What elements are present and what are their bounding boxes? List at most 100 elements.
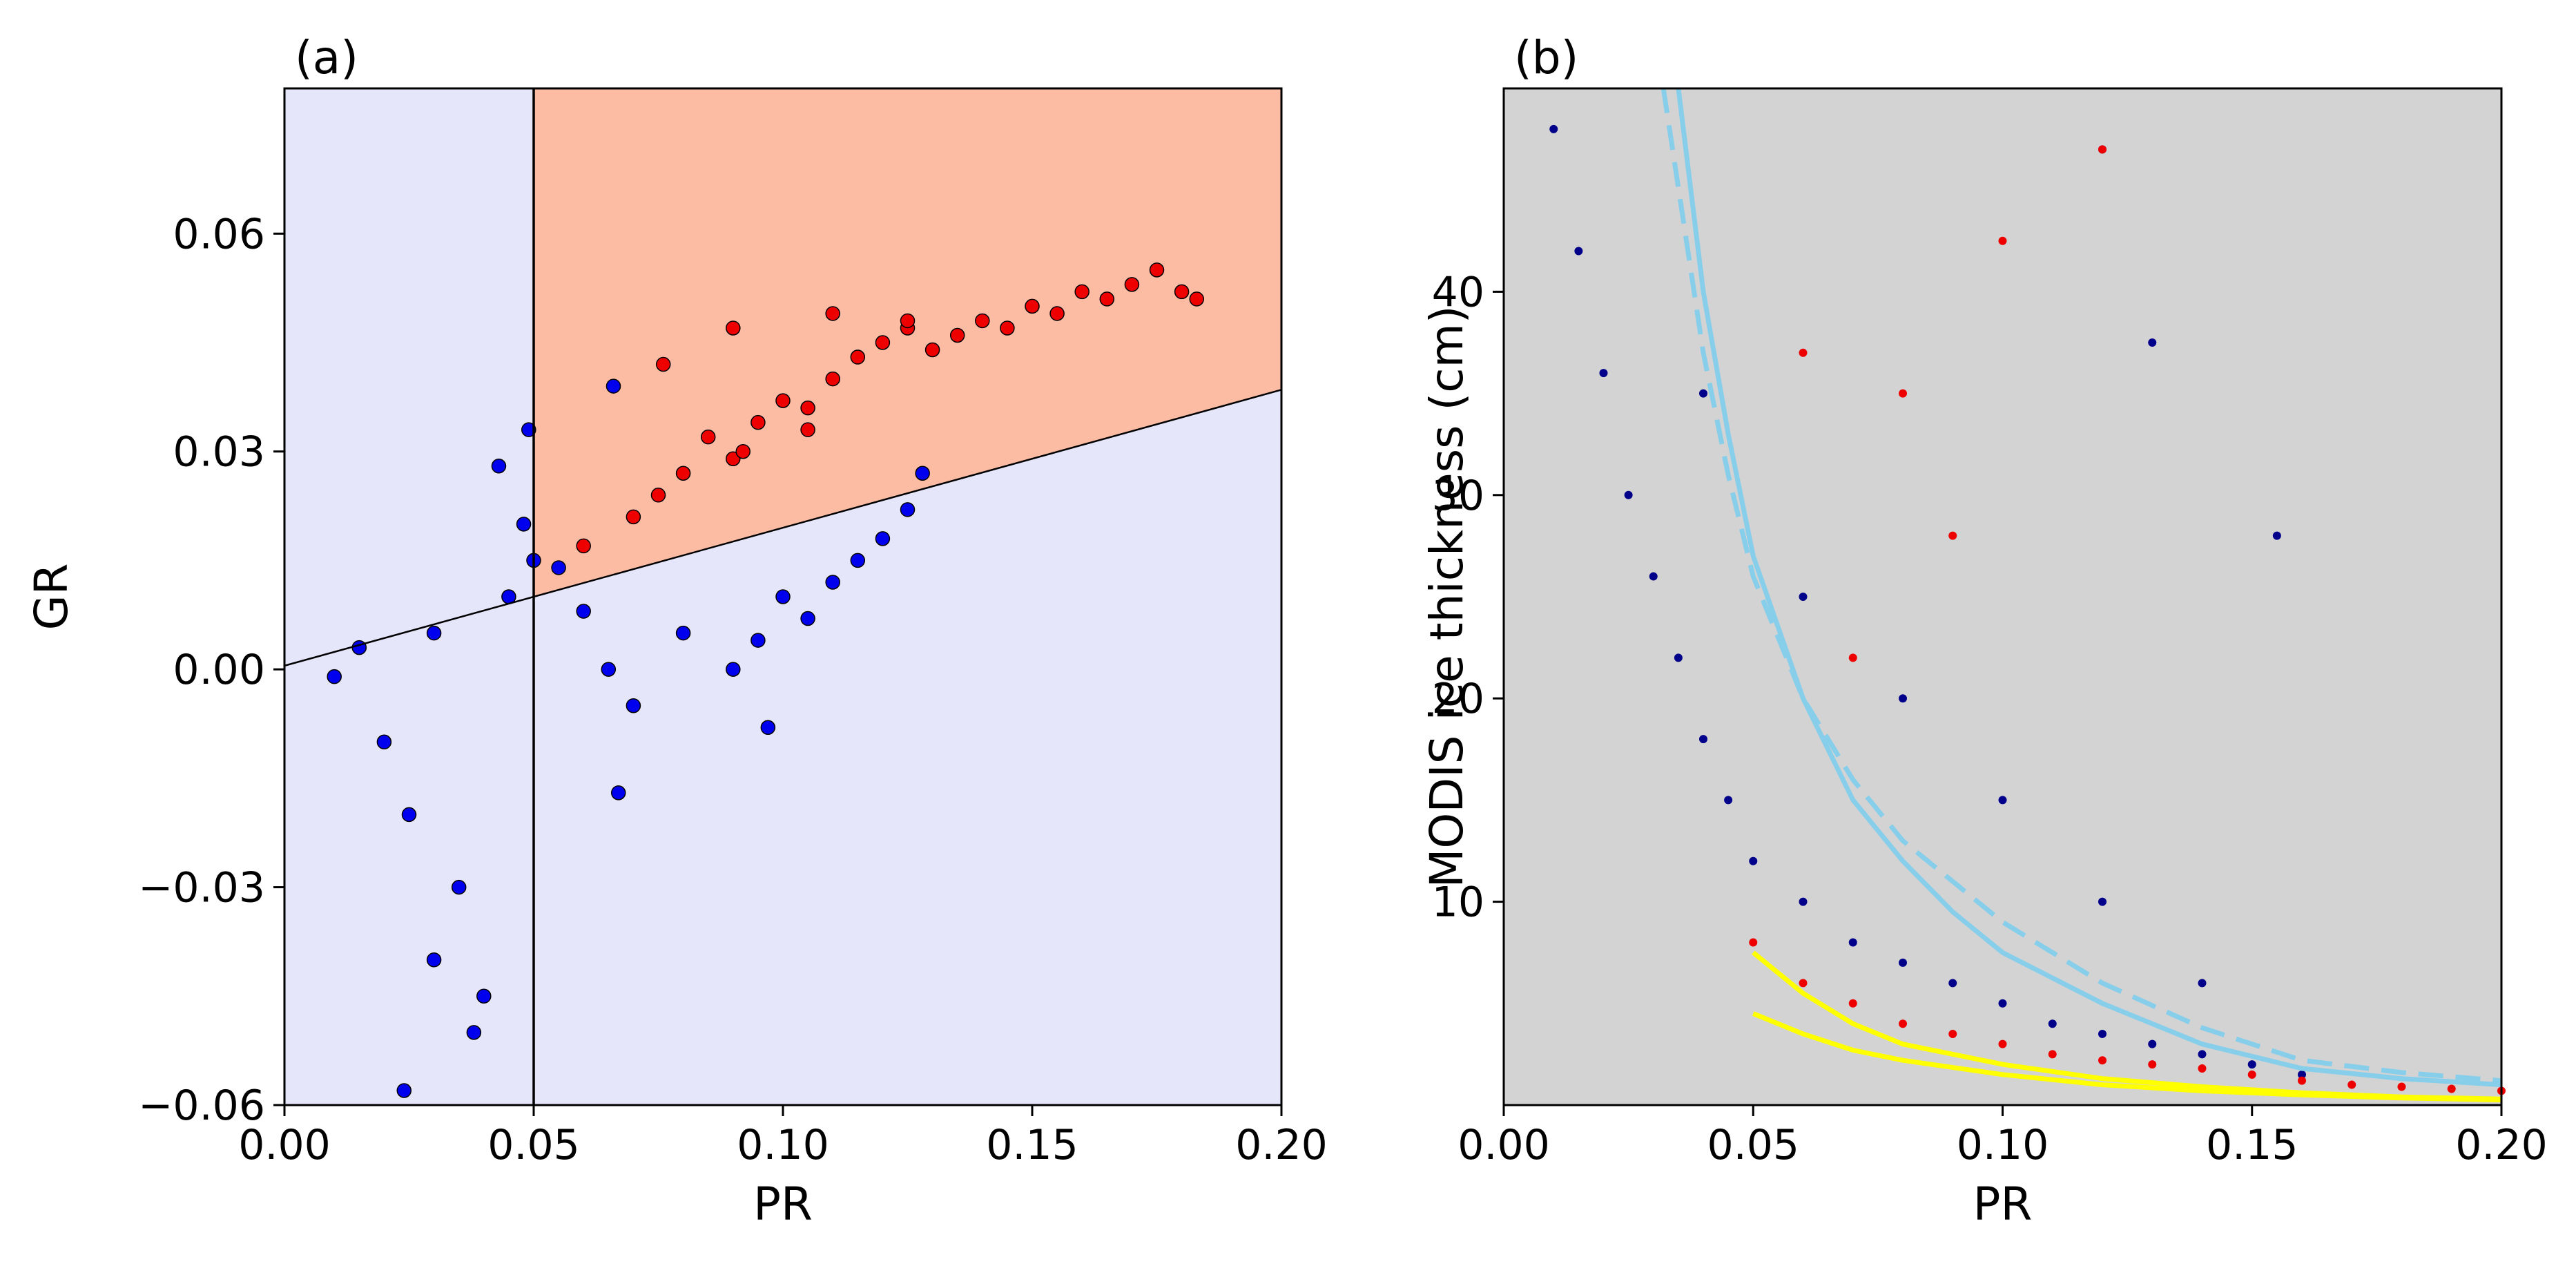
data-point <box>1749 856 1758 865</box>
data-point <box>1998 236 2007 245</box>
data-point <box>1124 277 1140 292</box>
data-point <box>516 517 532 532</box>
b-x-tick-label: 0.00 <box>1458 1121 1550 1169</box>
data-point <box>466 1025 482 1040</box>
data-point <box>2298 1070 2306 1079</box>
data-point <box>875 335 891 350</box>
b-y-tick-label: 10 <box>1432 879 1484 927</box>
data-point <box>1074 284 1090 300</box>
data-point <box>650 488 666 503</box>
data-point <box>1948 1029 1957 1038</box>
data-point <box>1948 531 1957 540</box>
data-point <box>750 414 766 430</box>
data-point <box>1899 958 1907 967</box>
b-x-tick-label: 0.10 <box>1957 1121 2049 1169</box>
data-point <box>1699 389 1707 398</box>
data-point <box>476 988 492 1004</box>
data-point <box>915 466 930 481</box>
data-point <box>1049 306 1065 321</box>
a-y-tick-label: 0.00 <box>173 646 265 694</box>
data-point <box>1599 369 1608 378</box>
data-point <box>426 625 442 641</box>
data-point <box>1699 735 1707 744</box>
data-point <box>1899 1019 1907 1028</box>
data-point <box>949 327 965 343</box>
data-point <box>1000 320 1015 336</box>
region-selected <box>534 88 1281 597</box>
a-x-tick-label: 0.15 <box>986 1121 1078 1169</box>
data-point <box>1998 999 2007 1008</box>
data-point <box>626 509 641 525</box>
data-point <box>726 320 741 336</box>
data-point <box>775 589 791 604</box>
data-point <box>2447 1084 2456 1093</box>
data-point <box>750 633 766 648</box>
data-point <box>351 640 367 655</box>
data-point <box>327 669 342 684</box>
data-point <box>2098 145 2107 154</box>
data-point <box>1724 796 1733 805</box>
b-y-tick-label: 20 <box>1432 675 1484 723</box>
data-point <box>2098 1056 2107 1065</box>
b-x-tick-label: 0.15 <box>2206 1121 2298 1169</box>
data-point <box>610 785 626 800</box>
data-point <box>1799 897 1808 906</box>
data-point <box>551 560 566 575</box>
data-point <box>1674 653 1683 662</box>
data-point <box>1099 291 1115 307</box>
data-point <box>2098 1029 2107 1038</box>
data-point <box>2148 1039 2157 1048</box>
panel-b-background <box>1504 88 2501 1105</box>
data-point <box>900 313 916 329</box>
data-point <box>825 371 840 387</box>
panel-a: 0.00 0.05 0.10 0.15 0.20 −0.06 −0.03 0.00 0.03 0… <box>25 31 1328 1231</box>
data-point <box>426 952 442 968</box>
data-point <box>900 502 916 517</box>
fit-curve <box>1660 88 2502 1084</box>
panel-a-label: (a) <box>295 31 358 84</box>
data-point <box>2048 1019 2057 1028</box>
data-point <box>2048 1050 2057 1059</box>
data-point <box>800 400 815 416</box>
panel-a-y-axis: −0.06 −0.03 0.00 0.03 0.06 <box>138 210 284 1130</box>
data-point <box>1549 124 1558 133</box>
a-y-tick-label: −0.03 <box>138 864 265 912</box>
data-point <box>1749 938 1758 947</box>
data-point <box>1649 572 1658 581</box>
panel-b-y-label: MODIS ice thickness (cm) <box>1420 305 1473 888</box>
data-point <box>601 662 617 677</box>
data-point <box>2098 897 2107 906</box>
data-point <box>1149 262 1165 278</box>
data-point <box>491 458 507 474</box>
data-point <box>1948 979 1957 988</box>
a-x-tick-label: 0.10 <box>737 1121 829 1169</box>
a-y-tick-label: 0.03 <box>173 428 265 477</box>
data-point <box>1799 979 1808 988</box>
data-point <box>626 698 641 713</box>
panel-b: 0.00 0.05 0.10 0.15 0.20 10 20 30 40 (b) PR MOD… <box>1420 31 2548 1231</box>
data-point <box>2247 1060 2256 1069</box>
data-point <box>1624 490 1633 499</box>
data-point <box>576 604 591 619</box>
data-point <box>655 356 671 372</box>
data-point <box>1899 389 1907 398</box>
data-point <box>576 538 591 554</box>
data-point <box>2347 1080 2356 1089</box>
data-point <box>1848 999 1857 1008</box>
threshold-line-linear <box>284 389 1282 667</box>
data-point <box>1799 593 1808 601</box>
data-point <box>775 393 791 408</box>
data-point <box>825 575 840 590</box>
data-point <box>1848 938 1857 947</box>
fit-curve <box>1676 88 2502 1088</box>
data-point <box>1998 796 2007 805</box>
data-point <box>875 531 891 546</box>
data-point <box>850 553 866 568</box>
a-x-tick-label: 0.00 <box>238 1121 331 1169</box>
data-point <box>2298 1076 2306 1085</box>
a-y-tick-label: −0.06 <box>138 1082 265 1130</box>
data-point <box>1174 284 1190 300</box>
data-point <box>2198 979 2207 988</box>
data-point <box>2148 1060 2157 1069</box>
data-point <box>1799 348 1808 357</box>
